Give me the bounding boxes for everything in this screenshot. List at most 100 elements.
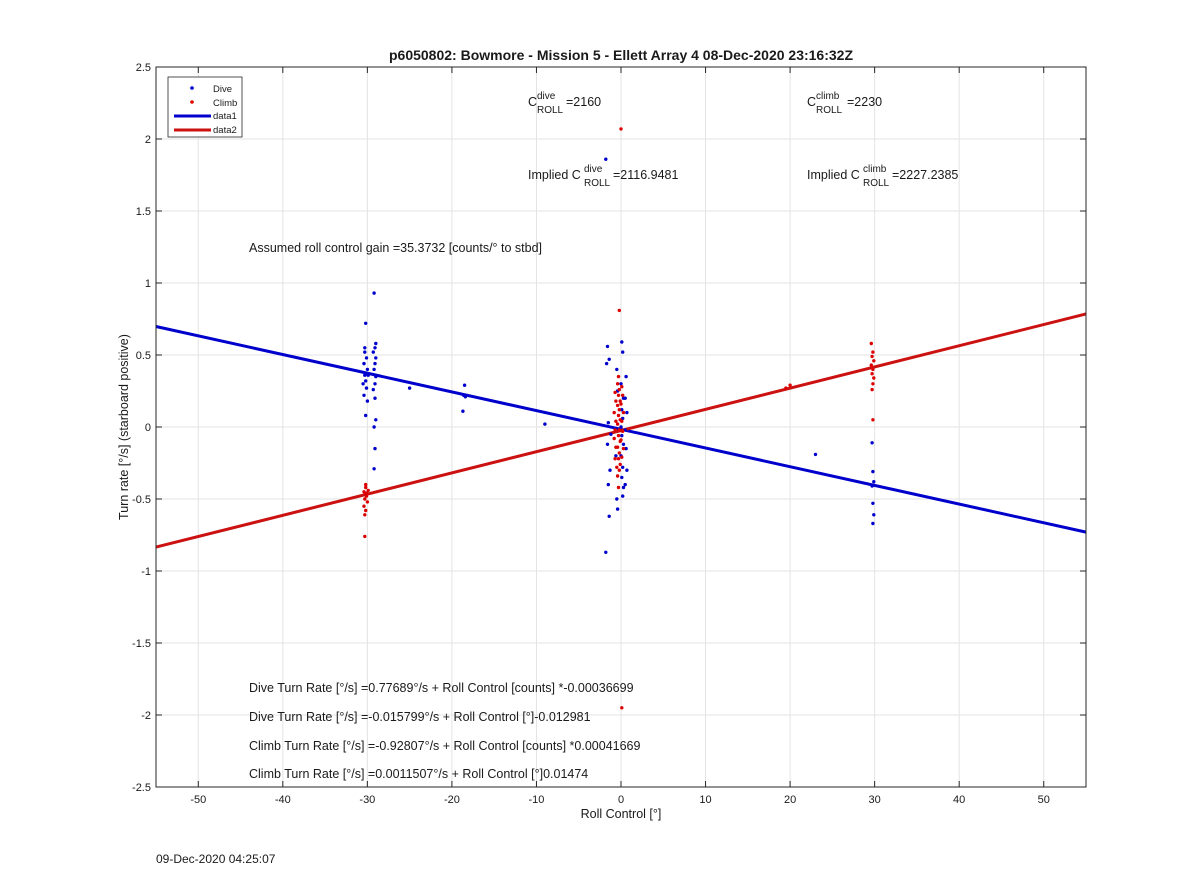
legend-climb-marker <box>190 100 194 104</box>
climb-point <box>618 399 622 403</box>
climb-point <box>364 485 368 490</box>
climb-point <box>871 382 875 386</box>
dive-point <box>615 507 620 511</box>
climb-point <box>612 410 616 415</box>
equation-climb-counts: Climb Turn Rate [°/s] =-0.92807°/s + Rol… <box>249 739 641 753</box>
climb-point <box>617 428 621 432</box>
dive-point <box>621 416 625 421</box>
equation-climb-degrees: Climb Turn Rate [°/s] =0.0011507°/s + Ro… <box>249 767 588 781</box>
dive-point <box>871 521 875 526</box>
dive-point <box>872 480 876 484</box>
implied-dive-sub: ROLL <box>584 178 611 189</box>
climb-point <box>614 419 618 423</box>
dive-point <box>543 422 547 426</box>
equation-dive-counts: Dive Turn Rate [°/s] =0.77689°/s + Roll … <box>249 681 634 695</box>
dive-point <box>371 350 375 354</box>
x-tick-label: -20 <box>444 794 460 806</box>
dive-point <box>624 374 628 379</box>
implied-climb-annotation: Implied C climb ROLL =2227.2385 <box>807 164 958 189</box>
climb-point <box>364 482 368 487</box>
climb-point <box>617 408 621 412</box>
dive-point <box>605 344 610 349</box>
dive-point <box>619 425 623 429</box>
dive-point <box>624 446 628 451</box>
dive-point <box>607 514 611 518</box>
dive-point <box>372 291 376 295</box>
climb-point <box>615 382 620 386</box>
c-dive-sup: dive <box>537 91 556 102</box>
legend-data1-label: data1 <box>213 111 237 122</box>
dive-point <box>621 442 626 446</box>
dive-point <box>871 469 875 474</box>
y-tick-label: 2 <box>145 134 151 146</box>
climb-point <box>784 386 788 390</box>
climb-point <box>616 393 621 397</box>
y-tick-label: -1 <box>141 566 151 578</box>
climb-point <box>364 494 369 498</box>
dive-point <box>364 413 368 418</box>
x-tick-label: 10 <box>699 794 711 806</box>
climb-point <box>870 372 874 376</box>
climb-point <box>871 367 875 372</box>
dive-point <box>365 399 370 403</box>
climb-point <box>620 455 624 459</box>
climb-point <box>788 383 792 387</box>
y-tick-label: 0.5 <box>136 350 151 362</box>
y-tick-label: -0.5 <box>132 494 151 506</box>
y-tick-label: 0 <box>145 422 151 434</box>
x-tick-label: 0 <box>618 794 624 806</box>
dive-point <box>620 433 624 438</box>
climb-point <box>616 485 621 490</box>
implied-climb-sub: ROLL <box>863 178 890 189</box>
climb-point <box>363 534 367 539</box>
axis-ticks: -50 -40 -30 -20 -10 0 10 20 30 40 50-2.5-2-1.5-1-0… <box>132 62 1086 806</box>
implied-dive-annotation: Implied C dive ROLL =2116.9481 <box>528 164 679 189</box>
fit-line-data2 <box>155 312 1087 549</box>
dive-point <box>813 452 818 457</box>
dive-point <box>621 494 625 498</box>
climb-point <box>619 127 623 131</box>
dive-point <box>362 361 366 366</box>
dive-point <box>623 396 627 400</box>
x-tick-label: -10 <box>529 794 545 806</box>
c-climb-annotation: C climb ROLL =2230 <box>807 91 882 116</box>
dive-point <box>366 373 370 377</box>
climb-point <box>614 399 618 403</box>
dive-point <box>621 350 625 354</box>
climb-point <box>621 446 626 451</box>
dive-point <box>614 454 618 458</box>
dive-point <box>364 379 368 383</box>
climb-point <box>621 429 625 433</box>
climb-point <box>620 385 624 389</box>
fit-lines <box>155 312 1087 549</box>
climb-point <box>613 390 617 395</box>
climb-point <box>365 500 370 504</box>
climb-point <box>615 422 620 426</box>
climb-point <box>617 451 621 455</box>
y-tick-label: -1.5 <box>132 638 151 650</box>
climb-point <box>871 350 875 354</box>
dive-point <box>372 367 376 372</box>
climb-point <box>617 468 621 472</box>
c-dive-base: C <box>528 95 537 109</box>
dive-point <box>364 321 368 325</box>
implied-climb-sup: climb <box>863 164 887 175</box>
dive-point <box>606 482 610 487</box>
dive-point <box>871 501 875 505</box>
x-tick-label: 20 <box>784 794 796 806</box>
dive-point <box>365 367 370 372</box>
dive-point <box>620 475 624 480</box>
dive-point <box>374 418 378 422</box>
climb-point <box>363 513 367 517</box>
dive-point <box>615 367 619 372</box>
climb-point <box>362 504 366 508</box>
y-tick-label: 1 <box>145 278 151 290</box>
dive-point <box>462 383 467 387</box>
dive-point <box>363 373 367 377</box>
implied-dive-prefix: Implied C <box>528 168 581 182</box>
dive-point <box>623 482 627 487</box>
legend-dive-label: Dive <box>213 84 232 95</box>
climb-point <box>616 457 621 461</box>
y-axis-label: Turn rate [°/s] (starboard positive) <box>117 334 131 520</box>
climb-point <box>615 403 620 408</box>
